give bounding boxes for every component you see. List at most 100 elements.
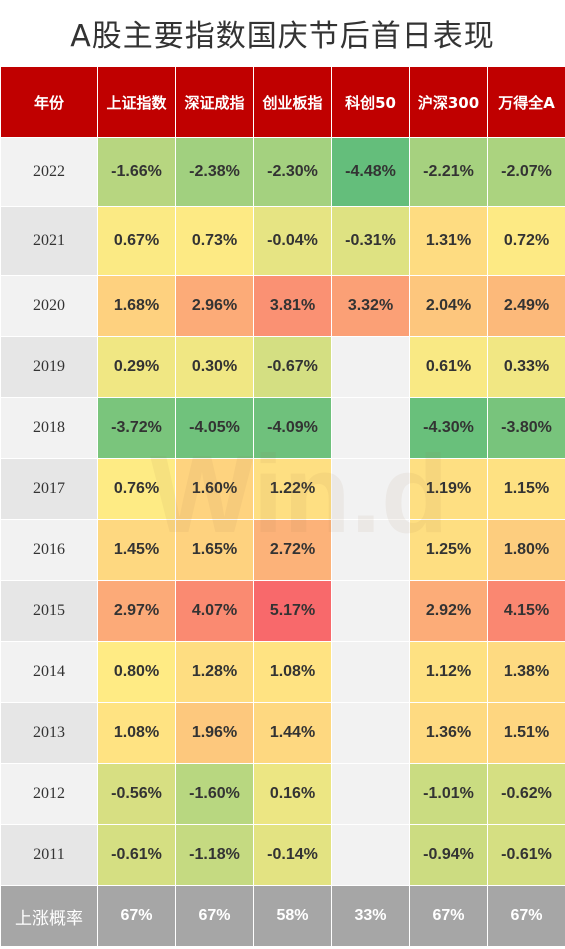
value-cell: 0.72% <box>487 206 565 276</box>
value-cell <box>331 702 410 764</box>
value-cell: -0.94% <box>409 824 488 886</box>
table-row: 2015 2.97% 4.07% 5.17% 2.92% 4.15% <box>0 580 565 642</box>
year-cell: 2015 <box>0 580 98 642</box>
value-cell: 1.80% <box>487 519 565 581</box>
footer-label: 上涨概率 <box>0 885 98 947</box>
value-cell <box>331 397 410 459</box>
value-cell: 1.96% <box>175 702 254 764</box>
year-cell: 2016 <box>0 519 98 581</box>
value-cell: 0.61% <box>409 336 488 398</box>
index-performance-table: 年份 上证指数 深证成指 创业板指 科创50 沪深300 万得全A 2022 -1… <box>0 66 565 947</box>
table-row: 2020 1.68% 2.96% 3.81% 3.32% 2.04% 2.49% <box>0 275 565 337</box>
value-cell: 1.12% <box>409 641 488 703</box>
value-cell <box>331 641 410 703</box>
value-cell: 1.25% <box>409 519 488 581</box>
value-cell: 0.73% <box>175 206 254 276</box>
table-row: 2021 0.67% 0.73% -0.04% -0.31% 1.31% 0.72% <box>0 206 565 276</box>
footer-value: 67% <box>487 885 565 947</box>
table-row: 2011 -0.61% -1.18% -0.14% -0.94% -0.61% <box>0 824 565 886</box>
value-cell: 3.81% <box>253 275 332 337</box>
value-cell <box>331 580 410 642</box>
table-row: 2017 0.76% 1.60% 1.22% 1.19% 1.15% <box>0 458 565 520</box>
year-cell: 2012 <box>0 763 98 825</box>
value-cell: 1.22% <box>253 458 332 520</box>
table-row: 2012 -0.56% -1.60% 0.16% -1.01% -0.62% <box>0 763 565 825</box>
value-cell: 2.72% <box>253 519 332 581</box>
value-cell: 1.15% <box>487 458 565 520</box>
footer-row: 上涨概率 67% 67% 58% 33% 67% 67% <box>0 885 565 947</box>
value-cell: -3.72% <box>97 397 176 459</box>
value-cell <box>331 824 410 886</box>
header-wind-all-a: 万得全A <box>487 66 565 138</box>
value-cell: 1.44% <box>253 702 332 764</box>
value-cell: 1.19% <box>409 458 488 520</box>
value-cell: -0.61% <box>487 824 565 886</box>
year-cell: 2011 <box>0 824 98 886</box>
value-cell: 1.38% <box>487 641 565 703</box>
year-cell: 2017 <box>0 458 98 520</box>
value-cell: -0.04% <box>253 206 332 276</box>
value-cell: -4.48% <box>331 137 410 207</box>
value-cell: -4.05% <box>175 397 254 459</box>
value-cell: 4.07% <box>175 580 254 642</box>
value-cell: -0.56% <box>97 763 176 825</box>
value-cell: 2.92% <box>409 580 488 642</box>
value-cell: 2.04% <box>409 275 488 337</box>
value-cell: 1.31% <box>409 206 488 276</box>
header-year: 年份 <box>0 66 98 138</box>
header-csi300: 沪深300 <box>409 66 488 138</box>
value-cell: -0.67% <box>253 336 332 398</box>
value-cell: -0.62% <box>487 763 565 825</box>
value-cell: 1.65% <box>175 519 254 581</box>
value-cell: -1.66% <box>97 137 176 207</box>
year-cell: 2019 <box>0 336 98 398</box>
header-chinext: 创业板指 <box>253 66 332 138</box>
value-cell: 1.36% <box>409 702 488 764</box>
footer-value: 58% <box>253 885 332 947</box>
value-cell: 0.67% <box>97 206 176 276</box>
value-cell <box>331 458 410 520</box>
header-star50: 科创50 <box>331 66 410 138</box>
value-cell <box>331 336 410 398</box>
value-cell: -3.80% <box>487 397 565 459</box>
footer-value: 67% <box>409 885 488 947</box>
value-cell: -2.21% <box>409 137 488 207</box>
value-cell: 5.17% <box>253 580 332 642</box>
value-cell: -2.30% <box>253 137 332 207</box>
table-row: 2019 0.29% 0.30% -0.67% 0.61% 0.33% <box>0 336 565 398</box>
header-shanghai-composite: 上证指数 <box>97 66 176 138</box>
page-title: A股主要指数国庆节后首日表现 <box>70 19 495 54</box>
value-cell <box>331 763 410 825</box>
table-row: 2013 1.08% 1.96% 1.44% 1.36% 1.51% <box>0 702 565 764</box>
year-cell: 2021 <box>0 206 98 276</box>
value-cell: -1.01% <box>409 763 488 825</box>
header-row: 年份 上证指数 深证成指 创业板指 科创50 沪深300 万得全A <box>0 66 565 138</box>
value-cell: 0.33% <box>487 336 565 398</box>
value-cell: -1.18% <box>175 824 254 886</box>
table-row: 2018 -3.72% -4.05% -4.09% -4.30% -3.80% <box>0 397 565 459</box>
footer-value: 67% <box>97 885 176 947</box>
value-cell: 0.29% <box>97 336 176 398</box>
value-cell: 1.51% <box>487 702 565 764</box>
year-cell: 2020 <box>0 275 98 337</box>
value-cell: 1.60% <box>175 458 254 520</box>
value-cell <box>331 519 410 581</box>
value-cell: -1.60% <box>175 763 254 825</box>
value-cell: 1.08% <box>253 641 332 703</box>
value-cell: -0.61% <box>97 824 176 886</box>
value-cell: -0.31% <box>331 206 410 276</box>
header-shenzhen-component: 深证成指 <box>175 66 254 138</box>
footer-value: 33% <box>331 885 410 947</box>
value-cell: 2.97% <box>97 580 176 642</box>
value-cell: 1.45% <box>97 519 176 581</box>
value-cell: 4.15% <box>487 580 565 642</box>
year-cell: 2013 <box>0 702 98 764</box>
value-cell: 3.32% <box>331 275 410 337</box>
year-cell: 2022 <box>0 137 98 207</box>
value-cell: -2.07% <box>487 137 565 207</box>
value-cell: 1.08% <box>97 702 176 764</box>
value-cell: 2.49% <box>487 275 565 337</box>
value-cell: 1.68% <box>97 275 176 337</box>
table-row: 2014 0.80% 1.28% 1.08% 1.12% 1.38% <box>0 641 565 703</box>
table-row: 2022 -1.66% -2.38% -2.30% -4.48% -2.21% -2.07% <box>0 137 565 207</box>
